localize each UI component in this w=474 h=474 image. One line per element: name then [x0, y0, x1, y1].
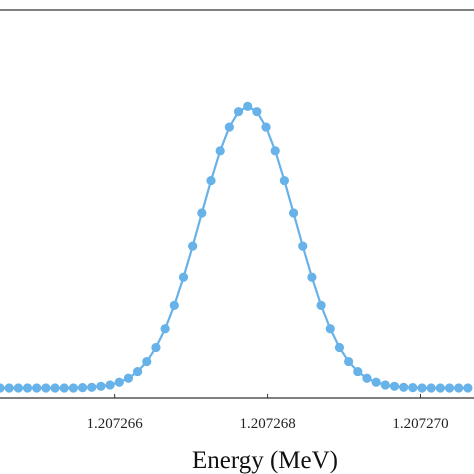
data-point — [417, 383, 427, 393]
data-point — [133, 366, 143, 377]
data-point — [252, 107, 262, 117]
data-point — [233, 107, 244, 117]
x-tick-label: 1.207266 — [87, 416, 144, 432]
data-point — [96, 381, 106, 391]
data-point — [344, 356, 354, 367]
x-tick-label: 1.207268 — [239, 416, 295, 432]
x-tick-label: 1.207270 — [392, 416, 448, 432]
data-point — [334, 342, 345, 353]
data-point — [435, 383, 445, 393]
data-point — [463, 383, 473, 393]
data-point — [13, 383, 23, 393]
data-point — [188, 241, 198, 251]
data-point — [243, 101, 253, 111]
series-line — [0, 105, 468, 390]
data-point — [408, 383, 418, 393]
data-point — [41, 383, 51, 393]
data-point — [142, 356, 152, 367]
data-point — [307, 272, 317, 282]
data-point — [169, 300, 179, 310]
data-point — [298, 241, 308, 251]
data-point — [399, 382, 409, 392]
data-point — [50, 383, 60, 393]
data-point — [380, 380, 390, 390]
data-point — [389, 381, 400, 391]
data-point — [454, 383, 464, 393]
data-point — [325, 324, 335, 334]
data-point — [444, 383, 455, 393]
x-axis-label: Energy (MeV) — [192, 447, 338, 474]
data-point — [316, 300, 326, 310]
data-point — [160, 324, 170, 334]
data-point — [68, 383, 78, 393]
data-point — [197, 208, 207, 218]
data-point — [178, 272, 189, 282]
data-point — [77, 383, 88, 393]
data-point — [206, 175, 216, 186]
data-point — [288, 208, 299, 218]
data-point — [0, 383, 5, 393]
data-point — [270, 146, 280, 156]
data-point — [105, 380, 115, 390]
data-point — [114, 377, 124, 387]
series-layer — [0, 101, 473, 393]
data-point — [371, 377, 381, 387]
data-point — [362, 373, 372, 383]
axes — [0, 9, 474, 399]
data-point — [224, 122, 234, 132]
data-point — [123, 373, 134, 383]
data-point — [151, 342, 161, 353]
data-point — [22, 383, 33, 393]
data-point — [426, 383, 436, 393]
data-point — [87, 382, 97, 392]
tick-layer: 1.207266 1.207268 1.207270 — [87, 394, 449, 432]
data-point — [261, 122, 271, 132]
data-point — [215, 146, 225, 156]
data-point — [32, 383, 42, 393]
data-point — [59, 383, 69, 393]
data-point — [279, 175, 289, 186]
data-point — [4, 383, 14, 393]
data-point — [353, 366, 363, 377]
